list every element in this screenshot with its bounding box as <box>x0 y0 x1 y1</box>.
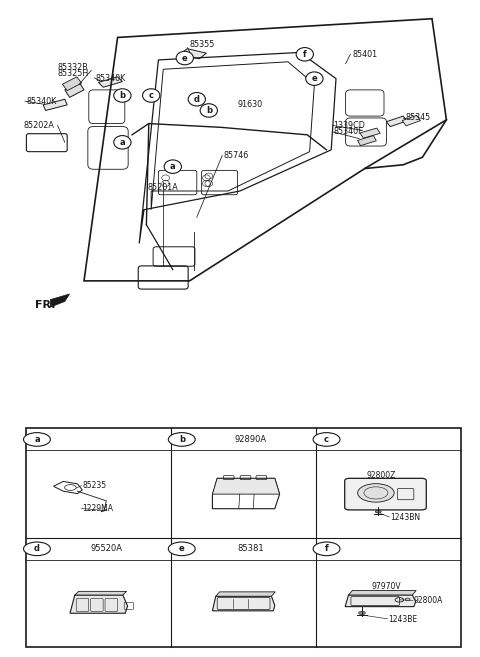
Polygon shape <box>50 294 70 307</box>
Polygon shape <box>98 77 122 87</box>
Text: 92800Z: 92800Z <box>366 472 396 480</box>
Circle shape <box>114 89 131 102</box>
Text: b: b <box>206 106 212 115</box>
Circle shape <box>359 611 365 615</box>
Circle shape <box>306 72 323 85</box>
Polygon shape <box>43 99 67 110</box>
Text: 85355: 85355 <box>190 41 215 49</box>
Polygon shape <box>65 82 84 97</box>
Polygon shape <box>216 592 276 597</box>
Polygon shape <box>75 591 127 595</box>
Text: 92890A: 92890A <box>235 435 267 444</box>
Text: 85235: 85235 <box>83 480 107 489</box>
Text: a: a <box>34 435 40 444</box>
Polygon shape <box>348 591 416 595</box>
Text: 95520A: 95520A <box>90 545 122 553</box>
Circle shape <box>375 510 381 513</box>
Circle shape <box>200 104 217 117</box>
Text: d: d <box>34 545 40 553</box>
Circle shape <box>24 542 50 556</box>
Polygon shape <box>358 135 376 146</box>
Text: 85340K: 85340K <box>26 97 57 106</box>
Text: a: a <box>120 138 125 147</box>
FancyBboxPatch shape <box>345 478 426 510</box>
Text: f: f <box>303 50 307 58</box>
Polygon shape <box>213 597 275 611</box>
Polygon shape <box>70 595 128 613</box>
Text: d: d <box>194 95 200 104</box>
Circle shape <box>296 47 313 61</box>
Polygon shape <box>402 116 420 126</box>
Circle shape <box>164 160 181 173</box>
Text: 1229MA: 1229MA <box>83 505 113 513</box>
Text: 92800A: 92800A <box>414 597 443 605</box>
Circle shape <box>188 93 205 106</box>
Polygon shape <box>213 478 279 494</box>
Polygon shape <box>62 77 82 91</box>
Text: a: a <box>170 162 176 171</box>
Circle shape <box>176 51 193 65</box>
Text: c: c <box>324 435 329 444</box>
Text: b: b <box>179 435 185 444</box>
Text: f: f <box>324 545 328 553</box>
Text: 85746: 85746 <box>223 151 249 160</box>
Circle shape <box>24 432 50 446</box>
Text: 85340F: 85340F <box>334 127 363 136</box>
Text: 85381: 85381 <box>238 545 264 553</box>
Text: e: e <box>182 54 188 62</box>
Text: 1243BE: 1243BE <box>388 615 418 623</box>
Text: 1339CD: 1339CD <box>334 121 365 130</box>
Circle shape <box>358 484 394 502</box>
Text: 85332B: 85332B <box>58 63 88 72</box>
Text: e: e <box>312 74 317 83</box>
Circle shape <box>168 542 195 556</box>
Circle shape <box>313 542 340 556</box>
Text: 85325H: 85325H <box>58 68 89 78</box>
Text: 1243BN: 1243BN <box>390 513 420 522</box>
Text: c: c <box>149 91 154 100</box>
Text: e: e <box>179 545 185 553</box>
Polygon shape <box>360 128 380 138</box>
Text: b: b <box>120 91 125 100</box>
Circle shape <box>143 89 160 102</box>
Circle shape <box>313 432 340 446</box>
Text: 85345: 85345 <box>406 114 431 122</box>
Text: 85201A: 85201A <box>148 183 179 192</box>
Polygon shape <box>345 595 416 606</box>
Circle shape <box>114 135 131 149</box>
Text: 91630: 91630 <box>237 101 262 109</box>
Text: 97970V: 97970V <box>371 582 401 591</box>
Text: 85401: 85401 <box>353 50 378 58</box>
Polygon shape <box>180 49 206 58</box>
Circle shape <box>168 432 195 446</box>
Polygon shape <box>386 116 407 127</box>
Text: FR.: FR. <box>35 300 55 310</box>
Text: 85202A: 85202A <box>24 121 55 130</box>
Text: 85340K: 85340K <box>96 74 126 83</box>
